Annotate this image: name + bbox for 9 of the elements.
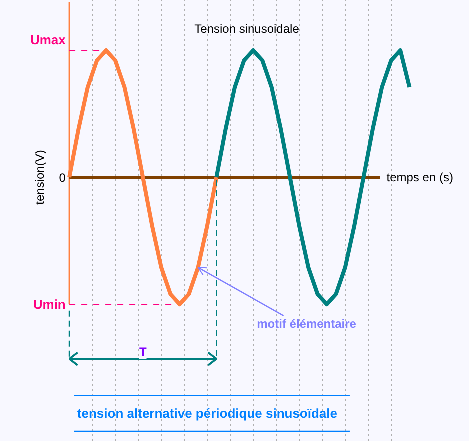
ref-line-label: Umin	[33, 296, 66, 312]
text: motif élémentaire	[257, 317, 357, 332]
text: tension alternative périodique sinusoïdale	[77, 406, 338, 422]
text: T	[139, 345, 148, 360]
ref-line-label: 0	[59, 171, 66, 186]
y-axis-title: tension(V)	[33, 150, 48, 205]
x-axis-title: temps en (s)	[386, 170, 454, 185]
ref-line-label: Umax	[30, 32, 67, 48]
chart-title: Tension sinusoidale	[194, 22, 300, 36]
